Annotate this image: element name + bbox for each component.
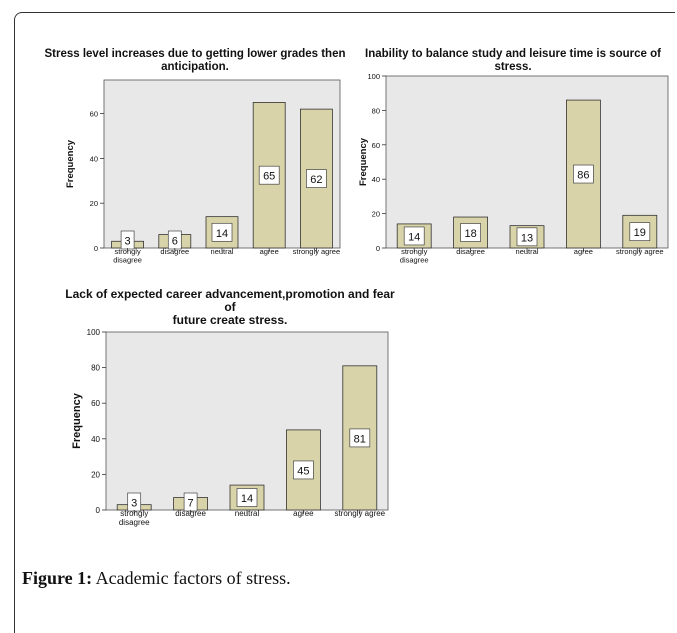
data-label: 14 <box>241 493 253 505</box>
data-label-box <box>573 164 594 184</box>
x-tick-label: agree <box>293 509 314 518</box>
y-tick-label: 20 <box>90 199 98 208</box>
data-label-box <box>306 169 327 188</box>
plot-area <box>385 75 669 249</box>
y-tick-label: 20 <box>91 470 100 479</box>
y-tick-label: 40 <box>91 435 100 444</box>
y-tick-label: 60 <box>91 399 100 408</box>
x-tick-label: strongly disagree <box>400 247 429 265</box>
data-label: 13 <box>521 232 533 244</box>
chart-title-line-2: future create stress. <box>172 313 288 327</box>
y-tick-label: 80 <box>372 106 380 115</box>
caption-text: Academic factors of stress. <box>95 568 291 588</box>
x-tick-label: disagree <box>456 247 485 256</box>
data-label: 3 <box>125 236 131 248</box>
data-label-box <box>403 226 425 246</box>
y-tick-label: 40 <box>90 154 98 163</box>
chart-title-line-1: Inability to balance study and leisure t… <box>365 48 661 73</box>
data-label: 65 <box>263 171 275 183</box>
chart-title-line-1: Lack of expected career advancement,prom… <box>65 287 395 314</box>
y-tick-label: 60 <box>90 110 98 119</box>
x-tick-label: neutral <box>211 247 234 256</box>
data-label: 7 <box>188 498 194 510</box>
y-axis-label: Frequency <box>71 392 83 449</box>
figure-frame <box>14 12 675 633</box>
y-tick-label: 0 <box>376 244 380 253</box>
data-label-box <box>516 227 538 247</box>
chart-title: Stress level increases due to getting lo… <box>40 48 350 74</box>
caption-label: Figure 1: <box>22 568 93 588</box>
x-tick-label: strongly agree <box>334 509 385 518</box>
y-tick-label: 0 <box>94 244 98 253</box>
data-label: 6 <box>172 236 178 248</box>
data-label-box <box>211 222 233 242</box>
data-label: 19 <box>634 227 646 239</box>
y-tick-label: 80 <box>91 364 100 373</box>
data-label: 45 <box>297 465 309 477</box>
data-label: 14 <box>216 228 228 240</box>
data-label: 81 <box>354 433 366 445</box>
data-label: 86 <box>577 170 589 182</box>
data-label-box <box>236 488 258 507</box>
x-tick-label: agree <box>574 247 593 256</box>
chart-title-line-1: Stress level increases due to getting lo… <box>44 48 346 60</box>
chart-svg: 0 20 40 60 80 100 Frequency 14 strongly disagree 1… <box>358 72 669 265</box>
x-tick-label: agree <box>260 247 279 256</box>
chart-career-advancement: Lack of expected career advancement,prom… <box>60 282 400 544</box>
chart-title-line-2: anticipation. <box>161 61 229 73</box>
x-tick-label: neutral <box>235 509 260 518</box>
data-label: 18 <box>464 228 476 240</box>
data-label-box <box>258 165 280 185</box>
y-tick-label: 0 <box>96 506 101 515</box>
y-tick-label: 60 <box>372 141 380 150</box>
y-tick-label: 100 <box>367 72 380 81</box>
plot-area <box>105 331 389 511</box>
y-axis-label: Frequency <box>358 137 369 186</box>
y-tick-label: 40 <box>372 175 380 184</box>
data-label: 3 <box>131 498 137 510</box>
x-tick-label: strongly disagree <box>119 509 150 527</box>
chart-title: Lack of expected career advancement,prom… <box>60 288 400 327</box>
data-label-box <box>629 222 651 242</box>
x-tick-label: neutral <box>516 247 539 256</box>
data-label: 14 <box>408 231 420 243</box>
chart-study-leisure: Inability to balance study and leisure t… <box>354 42 672 282</box>
chart-title: Inability to balance study and leisure t… <box>354 48 672 74</box>
data-label: 62 <box>310 174 322 186</box>
x-tick-label: strongly disagree <box>113 247 142 265</box>
y-tick-label: 100 <box>87 328 101 337</box>
x-tick-label: disagree <box>160 247 189 256</box>
data-label-box <box>460 223 481 242</box>
chart-lower-grades: Stress level increases due to getting lo… <box>40 42 350 282</box>
x-tick-label: strongly agree <box>616 247 664 256</box>
data-label-box <box>293 460 314 480</box>
data-label-box <box>349 428 371 448</box>
x-tick-label: strongly agree <box>293 247 341 256</box>
x-tick-label: disagree <box>175 509 206 518</box>
y-tick-label: 20 <box>372 210 380 219</box>
y-axis-label: Frequency <box>65 139 76 188</box>
figure-caption: Figure 1: Academic factors of stress. <box>22 568 291 589</box>
